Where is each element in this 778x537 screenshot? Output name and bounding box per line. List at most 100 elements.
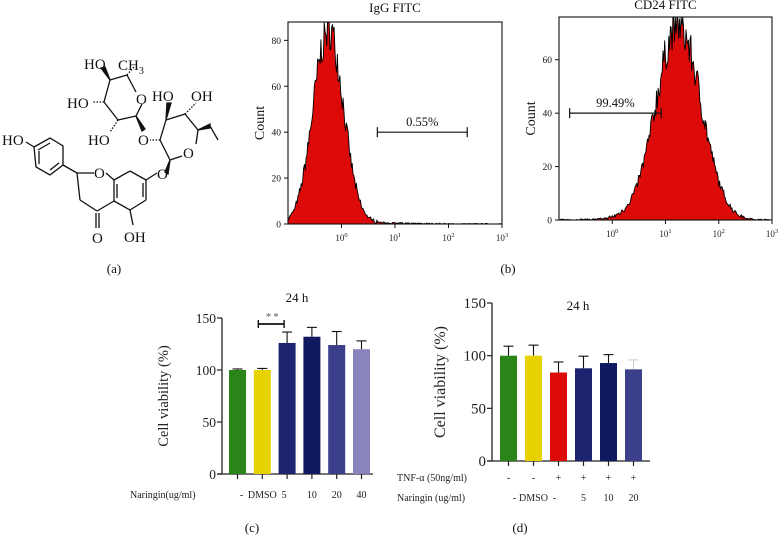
chart-title: 24 h <box>286 290 309 305</box>
x-category-label: 5 <box>282 490 287 501</box>
panel-a-structure <box>25 66 219 228</box>
x-category-label: + <box>606 473 612 484</box>
x-tick-label: 102 <box>713 228 725 239</box>
y-tick-label: 60 <box>272 83 282 93</box>
wedge-bond <box>197 122 211 131</box>
cd24-fitc-histogram: CD24 FITC Count 0 20 40 60 100 101 102 103 99.49% <box>524 0 778 239</box>
chromanone-ring <box>76 170 158 228</box>
y-tick-label: 80 <box>272 37 282 47</box>
rhamnose-ho-low: HO <box>88 133 110 149</box>
wedge-bond <box>165 102 172 121</box>
x-tick-label: 100 <box>606 228 618 239</box>
significance-stars: ** <box>266 311 281 323</box>
rhamnose-ring-o: O <box>136 92 147 108</box>
x-category-label: + <box>581 473 587 484</box>
bar <box>353 349 370 474</box>
chromanone-ring-o: O <box>94 166 105 182</box>
y-tick-label: 20 <box>272 175 282 185</box>
rhamnose-ho-top: HO <box>84 57 106 73</box>
x-category-label: - <box>553 493 556 504</box>
x-tick-label: 103 <box>766 228 778 239</box>
rhamnose-ring <box>92 66 146 133</box>
viability-tnf-chart: 24 h Cell viability (%) 0 50 100 150 TNF-α (50… <box>397 296 650 504</box>
wedge-bond <box>135 115 146 132</box>
row-label: Naringin(ug/ml) <box>130 490 196 501</box>
panel-d-label: (d) <box>512 520 527 535</box>
histogram-title: IgG FITC <box>369 0 421 15</box>
glucose-ho: HO <box>152 89 174 105</box>
wedge-bond <box>99 66 111 81</box>
bar <box>550 372 567 461</box>
x-category-label: - <box>507 473 510 484</box>
x-category-label: 10 <box>307 490 317 501</box>
bar <box>328 345 346 474</box>
bar <box>600 363 617 461</box>
carbonyl-o: O <box>92 231 103 247</box>
x-category-label: 40 <box>357 490 367 501</box>
wedge-bond <box>164 159 171 176</box>
glucose-ring-o: O <box>183 146 194 162</box>
y-tick-label: 60 <box>543 56 553 66</box>
y-tick-label: 100 <box>464 349 487 365</box>
x-category-label: + <box>556 473 562 484</box>
x-category-label: 10 <box>604 493 614 504</box>
bar <box>278 342 296 474</box>
ch3-label: CH3 <box>118 58 144 77</box>
y-tick-label: 100 <box>196 363 217 378</box>
y-tick-label: 150 <box>464 296 487 312</box>
bar <box>303 336 321 474</box>
rhamnose-ho-mid: HO <box>67 96 89 112</box>
y-axis-label: Cell viability (%) <box>156 345 172 447</box>
c5-oh: OH <box>124 230 146 246</box>
x-category-label: 5 <box>581 493 586 504</box>
glucose-ring <box>150 102 219 176</box>
bar <box>253 370 271 474</box>
x-tick-label: 100 <box>335 232 347 243</box>
panel-c-label: (c) <box>245 520 259 535</box>
y-tick-label: 50 <box>203 415 217 430</box>
x-category-label: DMSO <box>248 490 277 501</box>
glucose-oh: OH <box>191 89 213 105</box>
bar <box>575 368 592 461</box>
y-axis-label: Count <box>253 106 268 140</box>
phenyl-ho: HO <box>2 133 24 149</box>
panel-b-label: (b) <box>500 261 515 276</box>
bar <box>229 370 246 474</box>
y-tick-label: 0 <box>547 217 552 227</box>
y-tick-label: 0 <box>276 221 281 231</box>
panel-a-label: (a) <box>107 261 121 276</box>
x-category-label: 20 <box>629 493 639 504</box>
x-tick-label: 103 <box>496 232 508 243</box>
y-tick-label: 40 <box>272 129 282 139</box>
y-tick-label: 50 <box>471 401 486 417</box>
viability-naringin-chart: 24 h Cell viability (%) 0 50 100 150 Naringin(… <box>130 290 373 501</box>
glycosidic-o-rhamnose: O <box>138 133 149 149</box>
x-tick-label: 101 <box>389 232 401 243</box>
y-tick-label: 40 <box>543 110 553 120</box>
chart-title: 24 h <box>567 298 590 313</box>
y-tick-label: 0 <box>479 454 487 470</box>
gate-percentage: 99.49% <box>596 96 635 110</box>
histogram-area <box>558 16 773 221</box>
x-category-label: - <box>532 473 535 484</box>
bar <box>525 355 542 461</box>
x-category-label: + <box>631 473 637 484</box>
igg-fitc-histogram: IgG FITC Count 0 20 40 60 80 100 101 102 103 0.55% <box>253 0 508 243</box>
x-category-label: - <box>513 493 516 504</box>
y-tick-label: 20 <box>543 163 553 173</box>
x-category-label: 20 <box>332 490 342 501</box>
histogram-area <box>287 21 503 225</box>
y-axis-label: Count <box>524 101 539 135</box>
histogram-title: CD24 FITC <box>634 0 696 12</box>
glycosidic-o-glucose: O <box>157 167 168 183</box>
bar <box>625 369 642 461</box>
y-axis-label: Cell viability (%) <box>432 326 449 438</box>
row-label: TNF-α (50ng/ml) <box>397 473 467 484</box>
x-tick-label: 102 <box>442 232 454 243</box>
row-label: Naringin (ug/ml) <box>397 493 465 504</box>
x-tick-label: 101 <box>659 228 671 239</box>
gate-percentage: 0.55% <box>406 115 438 129</box>
bar <box>500 355 517 461</box>
x-category-label: DMSO <box>519 493 548 504</box>
